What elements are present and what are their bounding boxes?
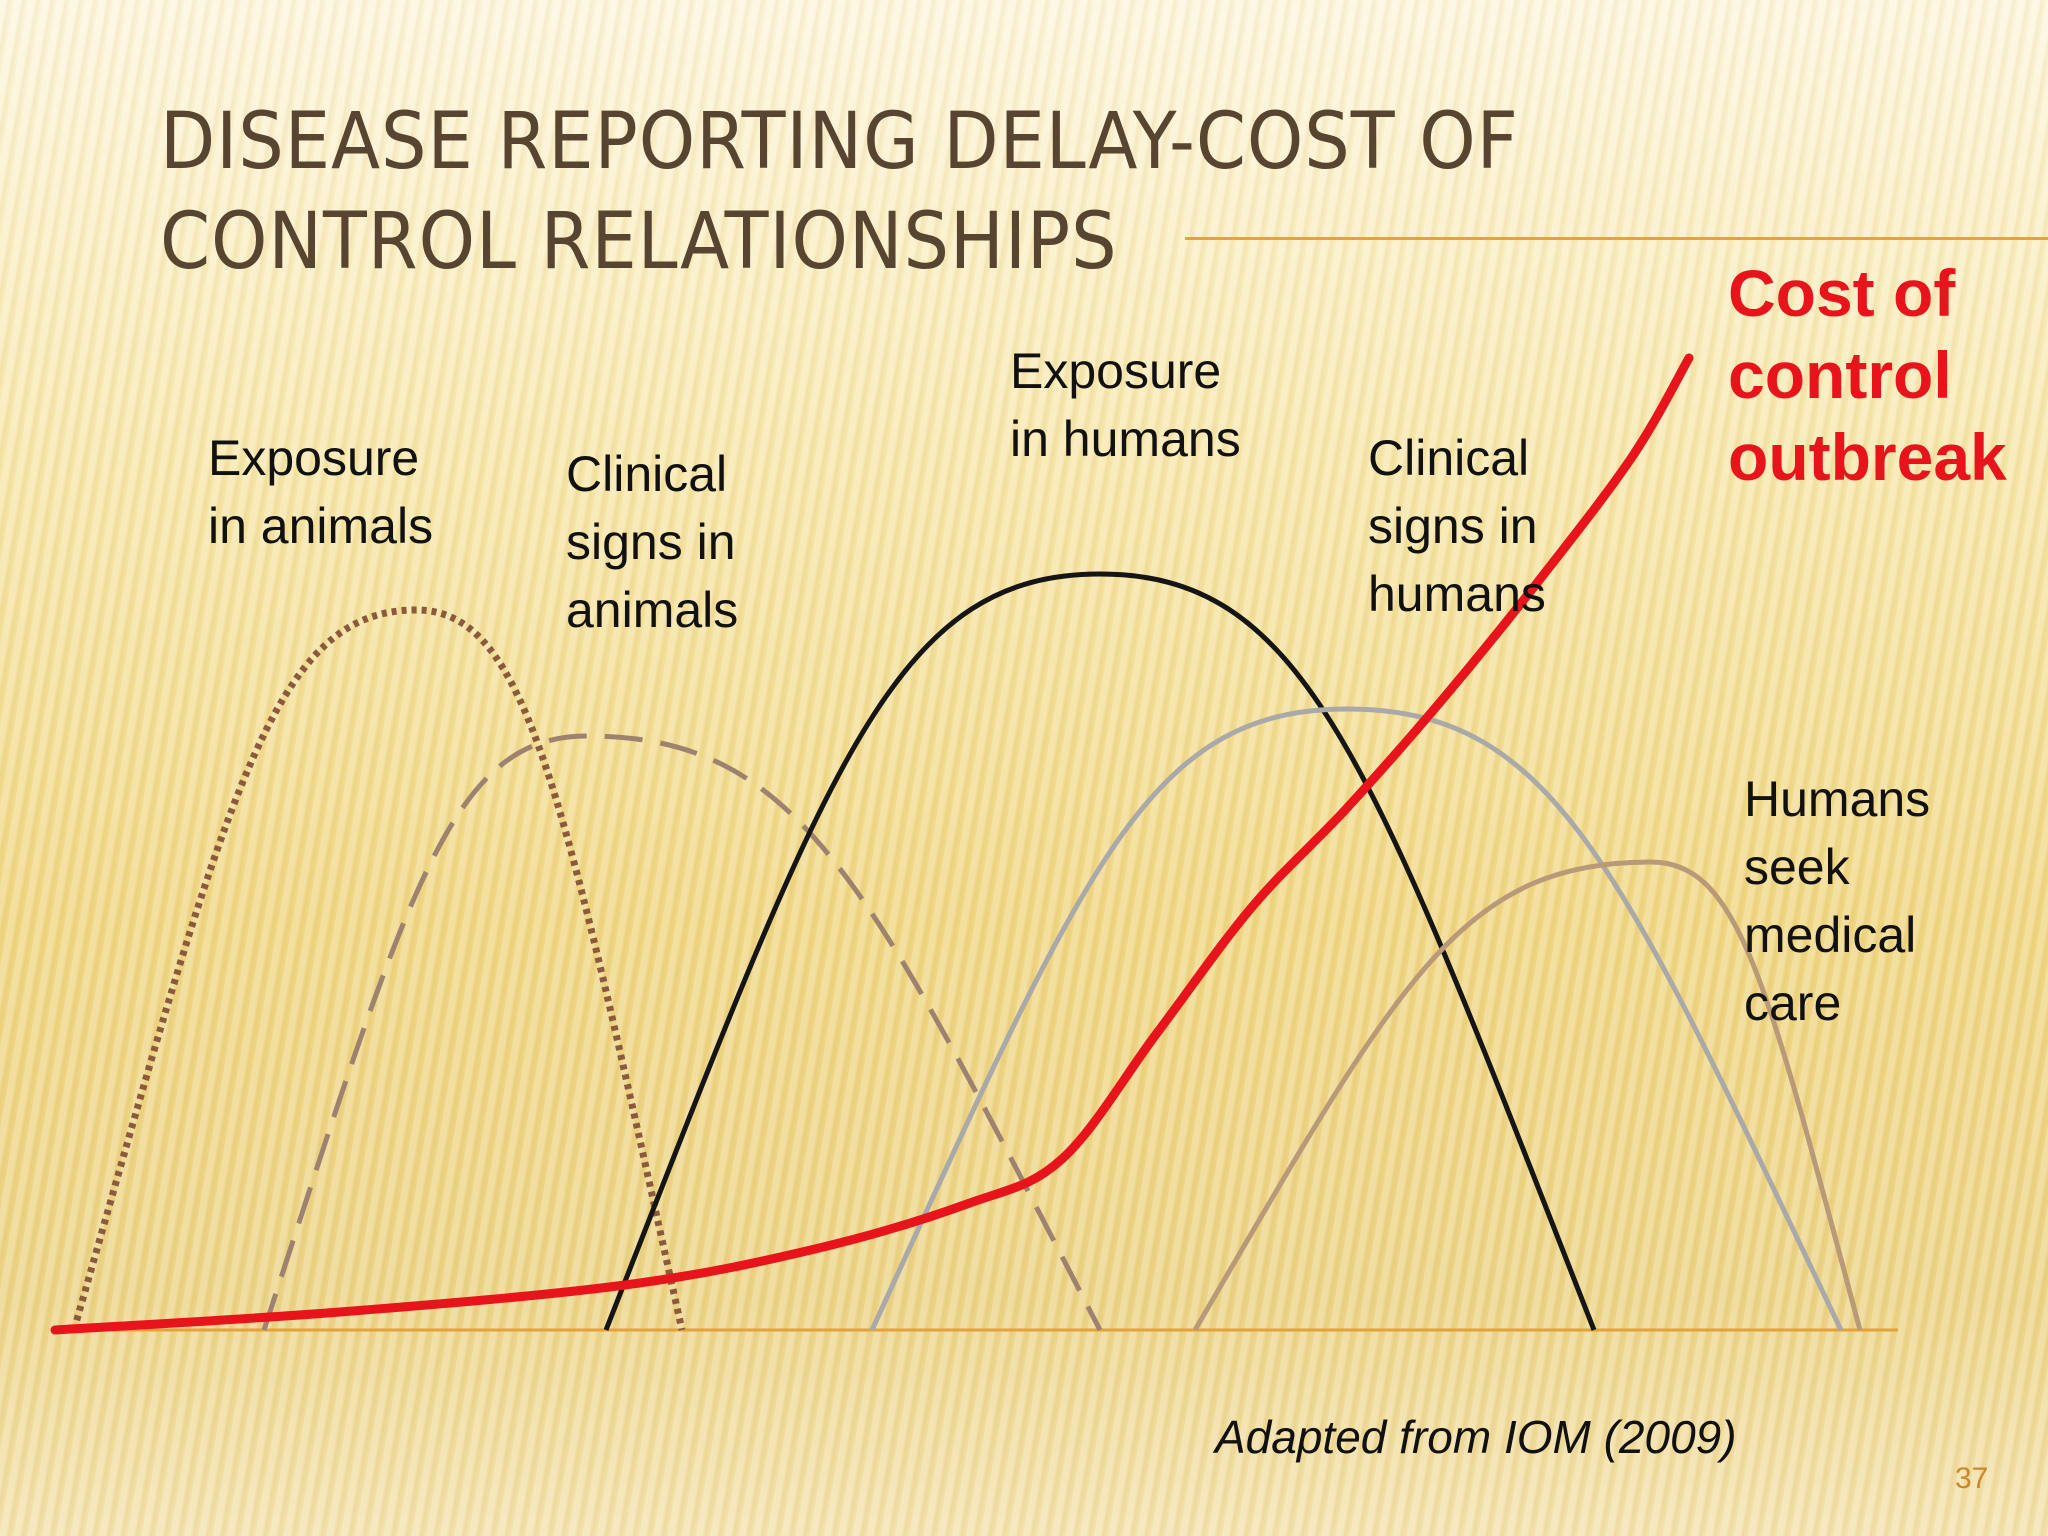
label-humans-seek-medical-care: Humans seek medical care xyxy=(1744,771,1931,1031)
label-exposure-in-animals: Exposure in animals xyxy=(208,430,434,554)
label-clinical-signs-in-humans: Clinical signs in humans xyxy=(1368,430,1546,622)
label-cost-of-control-outbreak: Cost of control outbreak xyxy=(1728,256,2007,494)
curve-clinical-signs-in-animals xyxy=(261,733,1103,1332)
slide-title: DISEASE REPORTING DELAY-COST OF CONTROL … xyxy=(160,97,1519,287)
page-number: 37 xyxy=(1955,1462,1989,1495)
curve-exposure-in-humans xyxy=(603,571,1597,1331)
curve-humans-seek-medical-care xyxy=(1192,859,1863,1332)
curve-clinical-signs-in-humans xyxy=(869,706,1844,1332)
label-clinical-signs-in-animals: Clinical signs in animals xyxy=(566,446,739,638)
title-underline xyxy=(1185,237,2048,240)
curve-exposure-in-animals xyxy=(70,606,686,1331)
source-credit: Adapted from IOM (2009) xyxy=(1215,1411,1737,1463)
curve-cost-of-control-outbreak xyxy=(50,353,1694,1335)
label-exposure-in-humans: Exposure in humans xyxy=(1010,343,1241,467)
